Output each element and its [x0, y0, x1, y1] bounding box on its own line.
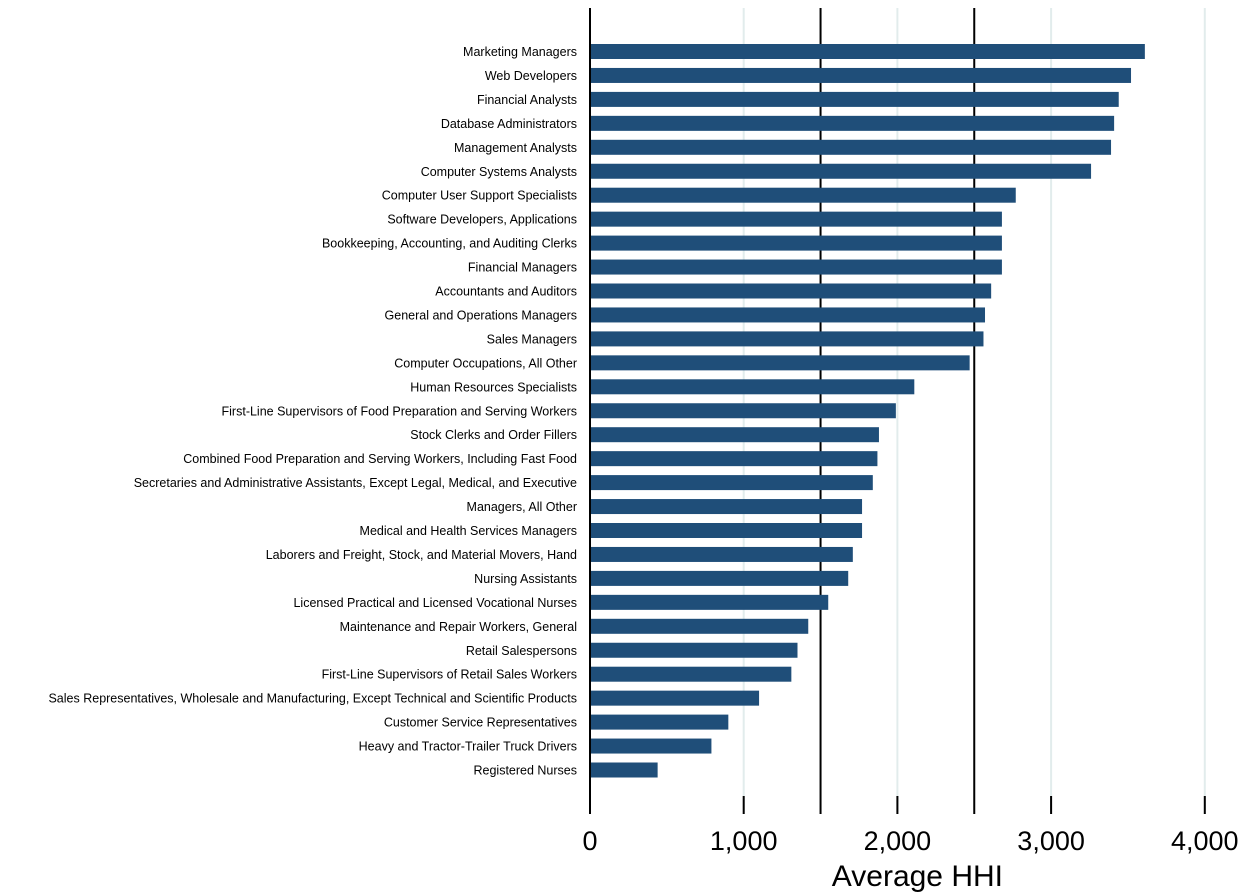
category-label: Maintenance and Repair Workers, General	[340, 620, 577, 634]
bar	[590, 451, 878, 467]
bars	[590, 44, 1145, 778]
category-label: Management Analysts	[454, 141, 577, 155]
bar	[590, 163, 1092, 179]
category-label: Software Developers, Applications	[387, 213, 577, 227]
category-label: Bookkeeping, Accounting, and Auditing Cl…	[322, 237, 577, 251]
bar	[590, 738, 712, 754]
bar	[590, 44, 1145, 59]
bar	[590, 307, 986, 323]
category-label: Financial Analysts	[477, 93, 577, 107]
category-label: Combined Food Preparation and Serving Wo…	[183, 452, 577, 466]
bar	[590, 115, 1115, 131]
bar	[590, 355, 970, 371]
bar	[590, 427, 879, 443]
category-label: General and Operations Managers	[385, 308, 577, 322]
x-tick-label: 1,000	[710, 826, 778, 856]
category-label: Secretaries and Administrative Assistant…	[134, 476, 577, 490]
bar	[590, 762, 658, 778]
category-label: Sales Managers	[487, 332, 577, 346]
bar	[590, 642, 798, 658]
axes	[589, 8, 591, 814]
bar	[590, 379, 915, 395]
category-label: Database Administrators	[441, 117, 577, 131]
bar	[590, 283, 992, 299]
category-label: Sales Representatives, Wholesale and Man…	[48, 692, 577, 706]
category-label: Computer Systems Analysts	[421, 165, 577, 179]
category-label: Stock Clerks and Order Fillers	[410, 428, 577, 442]
x-tick-label: 0	[582, 826, 597, 856]
category-label: Marketing Managers	[463, 45, 577, 59]
bar	[590, 259, 1002, 275]
category-label: Accountants and Auditors	[435, 285, 577, 299]
category-label: Computer User Support Specialists	[382, 189, 577, 203]
bar	[590, 594, 829, 610]
category-label: Heavy and Tractor-Trailer Truck Drivers	[359, 740, 577, 754]
x-axis-ticks: 0 1,000 2,000 3,000 4,000	[582, 796, 1239, 856]
x-tick-label: 4,000	[1171, 826, 1239, 856]
category-label: Financial Managers	[468, 261, 577, 275]
x-tick-label: 2,000	[864, 826, 932, 856]
bar	[590, 67, 1132, 83]
category-labels: Marketing Managers Web Developers Financia…	[48, 45, 577, 778]
category-label: Web Developers	[485, 69, 577, 83]
category-label: Licensed Practical and Licensed Vocation…	[293, 596, 577, 610]
bar	[590, 618, 809, 634]
bar	[590, 499, 863, 515]
bar	[590, 235, 1002, 251]
bar	[590, 714, 729, 730]
bar	[590, 475, 873, 491]
bar	[590, 187, 1016, 203]
bar	[590, 211, 1002, 227]
bar	[590, 570, 849, 586]
category-label: First-Line Supervisors of Food Preparati…	[222, 404, 577, 418]
category-label: First-Line Supervisors of Retail Sales W…	[322, 668, 577, 682]
category-label: Human Resources Specialists	[410, 380, 577, 394]
category-label: Nursing Assistants	[474, 572, 577, 586]
category-label: Customer Service Representatives	[384, 716, 577, 730]
bar	[590, 139, 1112, 155]
category-label: Registered Nurses	[473, 764, 577, 778]
x-axis-title: Average HHI	[832, 860, 1003, 893]
bar	[590, 546, 853, 562]
bar	[590, 523, 863, 538]
bar	[590, 91, 1119, 107]
bar	[590, 666, 792, 682]
bar	[590, 331, 984, 347]
category-label: Laborers and Freight, Stock, and Materia…	[266, 548, 577, 562]
bar	[590, 403, 896, 419]
bar	[590, 690, 760, 706]
category-label: Medical and Health Services Managers	[360, 524, 577, 538]
x-tick-label: 3,000	[1017, 826, 1085, 856]
category-label: Managers, All Other	[467, 500, 577, 514]
category-label: Computer Occupations, All Other	[394, 356, 577, 370]
category-label: Retail Salespersons	[466, 644, 577, 658]
